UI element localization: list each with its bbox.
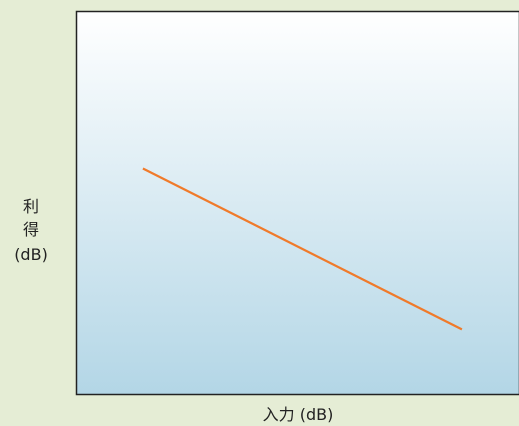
- y-axis-label-line-3: (dB): [14, 245, 48, 264]
- x-axis-label: 入力 (dB): [263, 405, 334, 424]
- series-line-1: [142, 167, 463, 331]
- plot-area: [75, 10, 519, 396]
- y-axis-label-line-1: 利: [23, 197, 39, 216]
- series-layer: [142, 167, 463, 331]
- y-axis-label-line-2: 得: [23, 220, 39, 239]
